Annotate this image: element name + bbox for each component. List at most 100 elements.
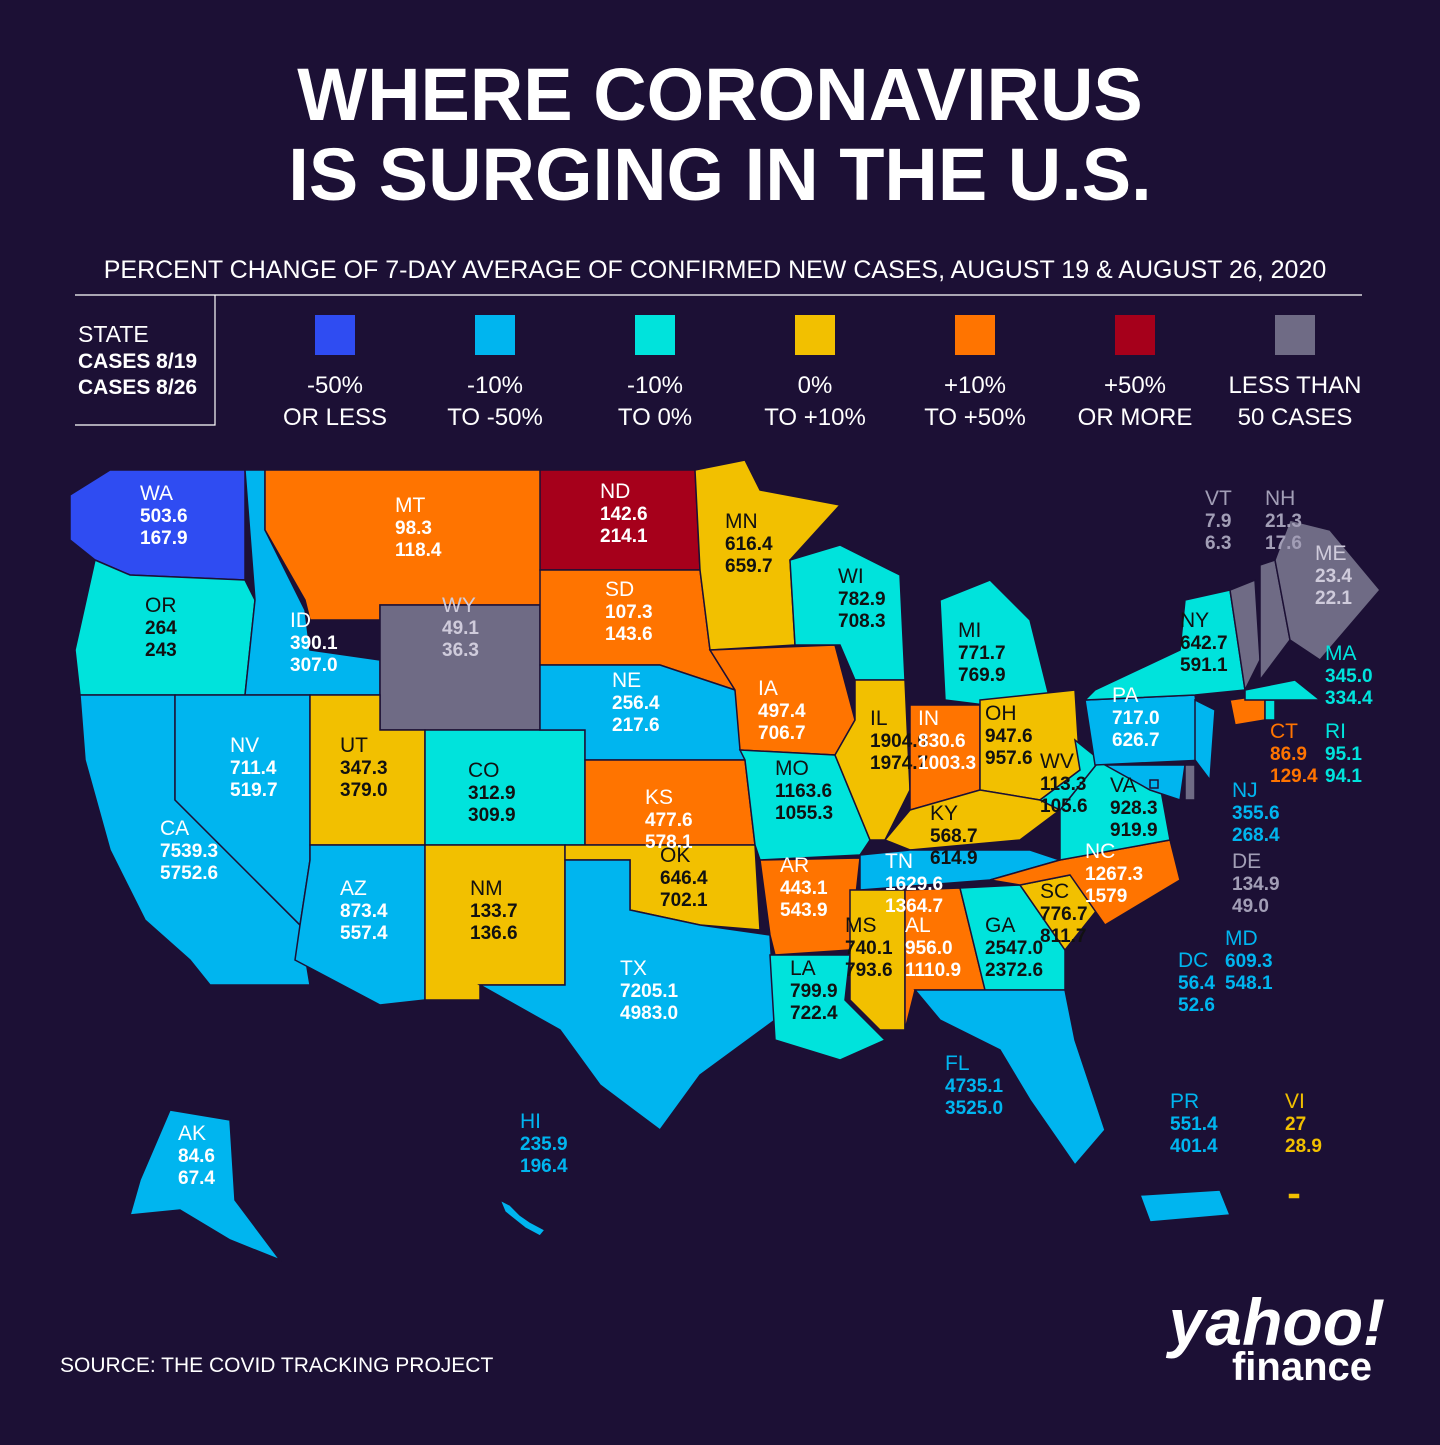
cases-8-19: 134.9 — [1232, 874, 1280, 895]
state-abbr: RI — [1325, 720, 1346, 743]
cases-8-26: 268.4 — [1232, 825, 1280, 846]
state-shape — [1274, 519, 1381, 661]
state-abbr: UT — [340, 734, 368, 757]
cases-8-26: 626.7 — [1112, 730, 1160, 751]
cases-8-19: 7539.3 — [160, 841, 218, 862]
cases-8-26: 5752.6 — [160, 863, 218, 884]
state-abbr: ND — [600, 480, 630, 503]
state-abbr: NE — [612, 669, 641, 692]
legend-swatch — [1275, 315, 1315, 355]
state-abbr: NC — [1085, 840, 1115, 863]
state-abbr: ID — [290, 609, 311, 632]
state-shape — [477, 859, 776, 1132]
cases-8-26: 143.6 — [605, 624, 653, 645]
state-abbr: DC — [1178, 949, 1208, 972]
state-abbr: ME — [1315, 542, 1347, 565]
cases-8-19: 142.6 — [600, 504, 648, 525]
cases-8-26: 769.9 — [958, 665, 1006, 686]
logo-brand: yahoo! — [1166, 1285, 1385, 1359]
state-abbr: PR — [1170, 1090, 1199, 1113]
legend-label: -50% — [307, 372, 363, 399]
state-abbr: AK — [178, 1122, 206, 1145]
legend-label: OR LESS — [283, 404, 387, 431]
cases-8-26: 793.6 — [845, 960, 893, 981]
state-abbr: WV — [1040, 750, 1074, 773]
cases-8-19: 799.9 — [790, 981, 838, 1002]
state-abbr: NV — [230, 734, 259, 757]
cases-8-26: 548.1 — [1225, 973, 1273, 994]
state-abbr: OK — [660, 844, 690, 867]
cases-8-19: 497.4 — [758, 701, 806, 722]
state-abbr: MN — [725, 510, 758, 533]
legend-label: OR MORE — [1078, 404, 1193, 431]
cases-8-26: 28.9 — [1285, 1136, 1322, 1157]
cases-8-19: 830.6 — [918, 731, 966, 752]
cases-8-26: 22.1 — [1315, 588, 1352, 609]
cases-8-26: 614.9 — [930, 848, 978, 869]
cases-8-19: 7205.1 — [620, 981, 679, 1002]
cases-8-19: 56.4 — [1178, 973, 1215, 994]
state-abbr: CT — [1270, 720, 1298, 743]
cases-8-26: 3525.0 — [945, 1098, 1003, 1119]
cases-8-19: 133.7 — [470, 901, 518, 922]
cases-8-26: 557.4 — [340, 923, 388, 944]
state-shape — [1102, 764, 1186, 801]
state-abbr: IN — [918, 707, 939, 730]
state-shape — [849, 889, 906, 1031]
state-shape — [834, 679, 911, 841]
cases-8-26: 129.4 — [1270, 766, 1318, 787]
state-abbr: HI — [520, 1110, 541, 1133]
state-abbr: MT — [395, 494, 425, 517]
cases-8-26: 957.6 — [985, 748, 1033, 769]
state-abbr: PA — [1112, 684, 1138, 707]
state-abbr: AL — [905, 914, 931, 937]
legend-label: TO 0% — [618, 404, 692, 431]
cases-8-26: 67.4 — [178, 1168, 215, 1189]
legend-label: -10% — [467, 372, 523, 399]
cases-8-26: 1974.7 — [870, 753, 928, 774]
state-abbr: NY — [1180, 609, 1209, 632]
state-shape — [1138, 1189, 1232, 1223]
state-shape — [1264, 699, 1276, 721]
state-abbr: SD — [605, 578, 634, 601]
key-cases: CASES 8/26 — [78, 376, 197, 399]
cases-8-26: 811.7 — [1040, 926, 1087, 947]
cases-8-19: 771.7 — [958, 643, 1006, 664]
cases-8-19: 113.3 — [1040, 774, 1087, 795]
cases-8-26: 702.1 — [660, 890, 708, 911]
cases-8-26: 105.6 — [1040, 796, 1088, 817]
legend-label: TO +50% — [924, 404, 1026, 431]
cases-8-19: 264 — [145, 618, 177, 639]
cases-8-26: 214.1 — [600, 526, 648, 547]
cases-8-19: 740.1 — [845, 938, 893, 959]
cases-8-26: 94.1 — [1325, 766, 1362, 787]
cases-8-26: 167.9 — [140, 528, 188, 549]
map — [69, 459, 1381, 1262]
state-shape — [498, 1198, 547, 1237]
cases-8-19: 873.4 — [340, 901, 388, 922]
state-abbr: VT — [1205, 487, 1232, 510]
cases-8-19: 4735.1 — [945, 1076, 1004, 1097]
cases-8-19: 711.4 — [230, 758, 277, 779]
state-abbr: VA — [1110, 774, 1136, 797]
cases-8-26: 578.1 — [645, 832, 693, 853]
key-state: STATE — [78, 321, 149, 347]
state-shape — [989, 839, 1181, 927]
state-shape — [759, 857, 861, 956]
cases-8-19: 23.4 — [1315, 566, 1352, 587]
cases-8-26: 543.9 — [780, 900, 828, 921]
cases-8-19: 642.7 — [1180, 633, 1228, 654]
state-abbr: MD — [1225, 927, 1258, 950]
cases-8-19: 27 — [1285, 1114, 1306, 1135]
state-abbr: AZ — [340, 877, 367, 900]
legend-label: +50% — [1104, 372, 1166, 399]
logo-product: finance — [1232, 1345, 1372, 1389]
cases-8-19: 1904.0 — [870, 731, 928, 752]
state-abbr: NH — [1265, 487, 1295, 510]
cases-8-19: 107.3 — [605, 602, 653, 623]
state-shape — [128, 1109, 283, 1262]
cases-8-19: 646.4 — [660, 868, 708, 889]
